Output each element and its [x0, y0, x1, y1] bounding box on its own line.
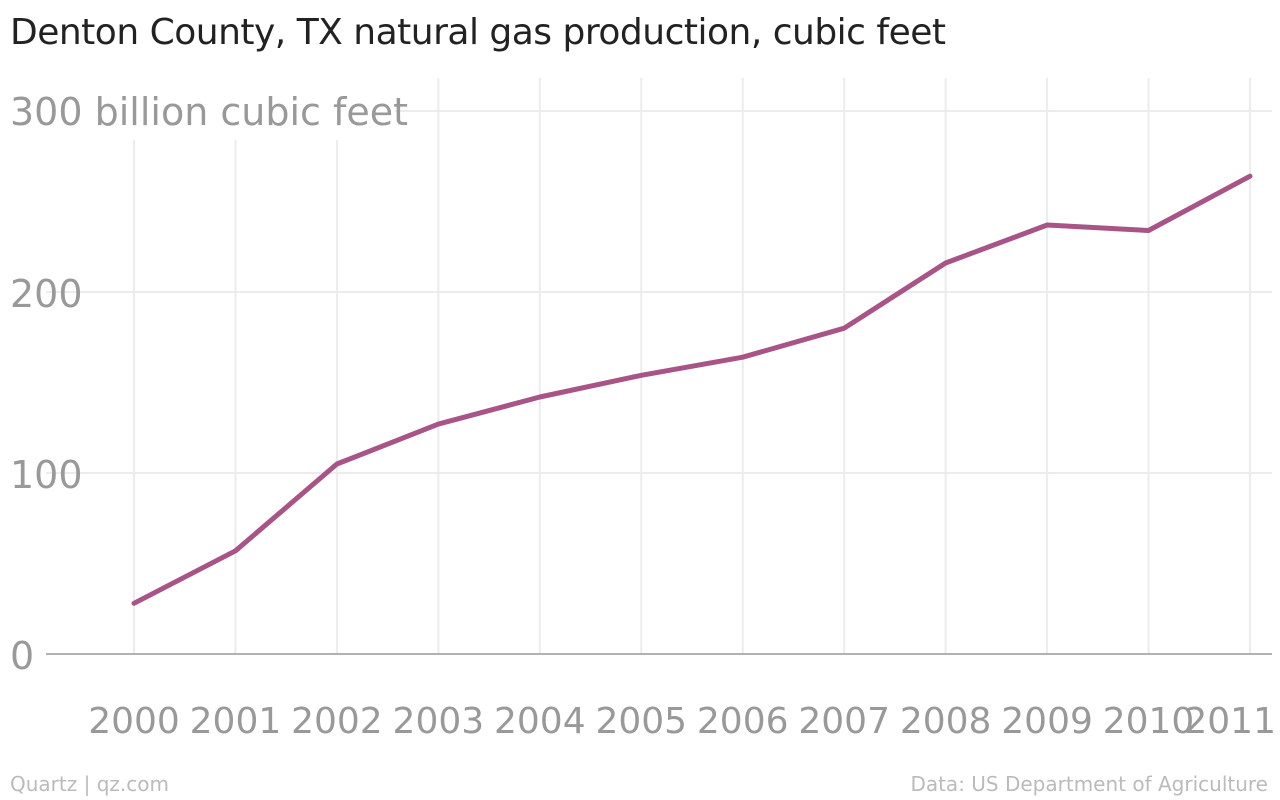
x-tick-label: 2007: [798, 701, 890, 742]
footer-data-credit: Data: US Department of Agriculture: [910, 772, 1268, 796]
vertical-gridlines: [133, 78, 1251, 654]
y-tick-label: 100: [10, 453, 83, 497]
horizontal-gridlines: [46, 110, 1272, 474]
y-tick-label: 0: [10, 634, 34, 678]
y-tick-label: 200: [10, 272, 83, 316]
x-tick-label: 2011: [1184, 701, 1276, 742]
x-tick-label: 2010: [1103, 701, 1195, 742]
y-axis-ticks: 0 100 200: [10, 272, 83, 678]
y-axis-unit-label: 300 billion cubic feet: [10, 90, 408, 134]
x-tick-label: 2005: [595, 701, 687, 742]
x-tick-label: 2002: [291, 701, 383, 742]
x-tick-label: 2009: [1001, 701, 1093, 742]
x-tick-label: 2000: [88, 701, 180, 742]
x-tick-label: 2004: [494, 701, 586, 742]
chart-title: Denton County, TX natural gas production…: [10, 12, 946, 53]
series-line: [131, 173, 1253, 606]
x-tick-label: 2006: [697, 701, 789, 742]
x-tick-label: 2001: [190, 701, 282, 742]
footer-source: Quartz | qz.com: [10, 772, 169, 796]
x-tick-label: 2008: [900, 701, 992, 742]
x-axis-ticks: 2000 2001 2002 2003 2004 2005 2006 2007 2008 2009…: [88, 701, 1276, 742]
x-tick-label: 2003: [393, 701, 485, 742]
